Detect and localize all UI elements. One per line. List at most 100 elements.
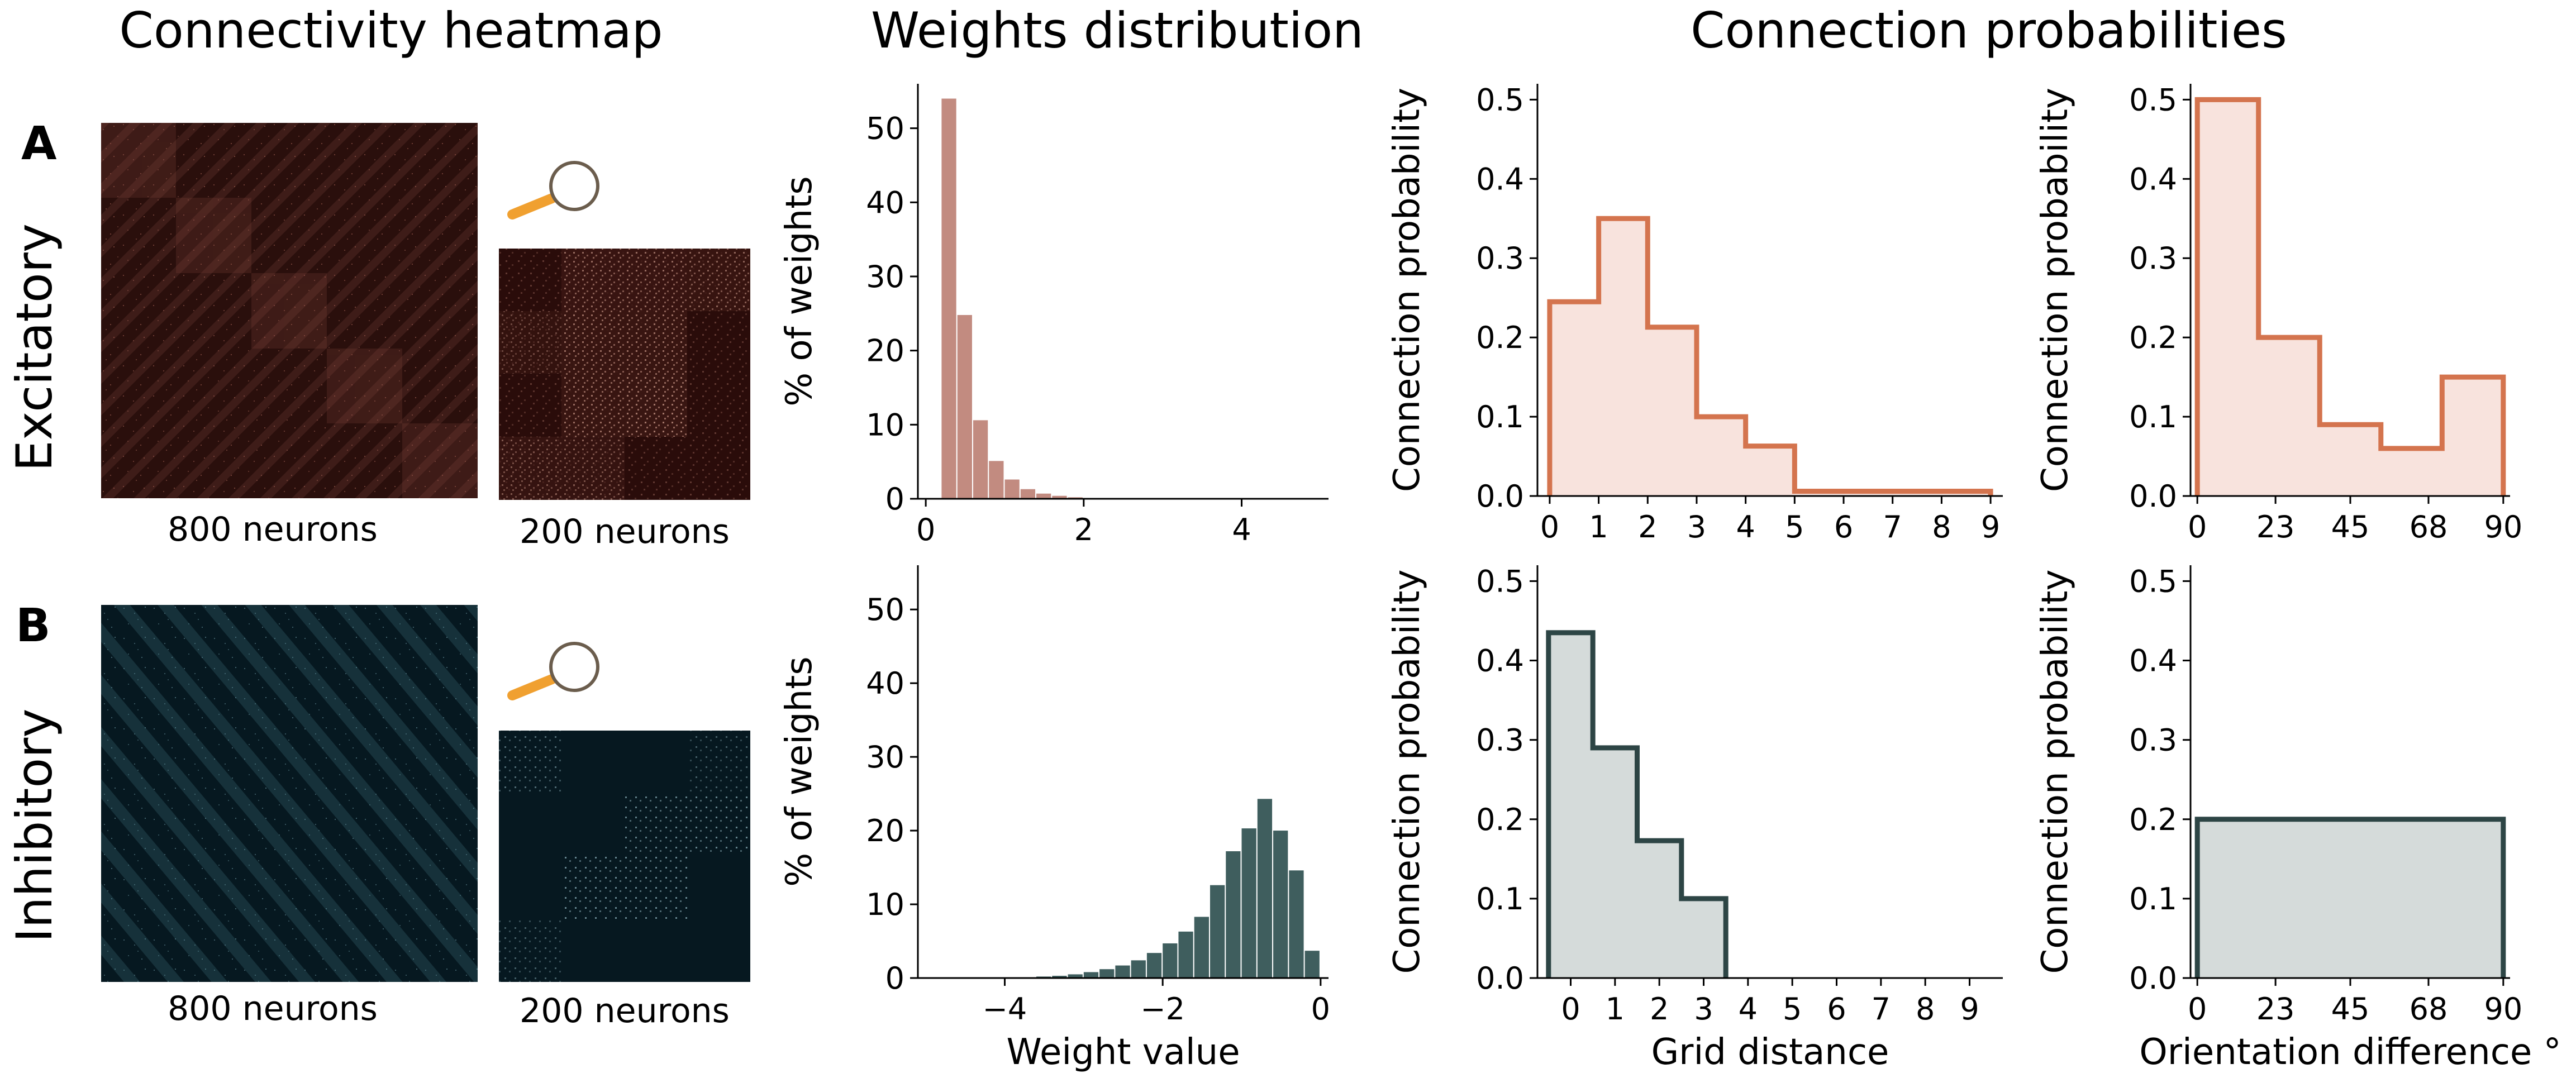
y-tick-label: 0.4 <box>1476 643 1524 679</box>
x-tick-label: 8 <box>1916 991 1935 1027</box>
bar <box>1068 974 1083 978</box>
x-tick-label: 0 <box>2188 991 2207 1027</box>
chart-excitatory-grid-distance: 0.0 0.1 0.2 0.3 0.4 0.5 0 1 2 3 4 5 6 7 8 9 Connection p… <box>1387 82 2003 545</box>
x-axis-label: Grid distance <box>1651 1032 1889 1073</box>
y-tick-label: 0.5 <box>2129 564 2177 599</box>
x-tick-label: 3 <box>1687 509 1706 545</box>
magnifier-icon <box>507 161 599 220</box>
bar <box>1194 917 1209 978</box>
heatmap-excitatory-zoom <box>499 249 750 500</box>
y-tick-label: 0.5 <box>1476 82 1524 117</box>
y-axis-label: % of weights <box>779 656 820 886</box>
y-tick-label: 0.2 <box>1476 802 1524 837</box>
chart-inhibitory-grid-distance: 0.0 0.1 0.2 0.3 0.4 0.5 0 1 2 3 4 5 6 7 8 9 Connection p… <box>1387 564 2003 1073</box>
panel-letter-b: B <box>16 599 51 652</box>
x-tick-label: 68 <box>2410 991 2448 1027</box>
y-tick-label: 10 <box>866 407 904 442</box>
x-tick-label: −4 <box>983 991 1027 1027</box>
x-tick-label: 4 <box>1736 509 1755 545</box>
heatmap-inhibitory-zoom <box>499 731 750 982</box>
y-tick-label: 0.2 <box>2129 802 2177 837</box>
x-tick-label: 45 <box>2331 509 2370 545</box>
bar <box>1304 951 1320 978</box>
y-tick-label: 0.5 <box>2129 82 2177 117</box>
y-tick-label: 40 <box>866 666 904 701</box>
y-axis-label: % of weights <box>779 176 820 406</box>
x-tick-label: 7 <box>1872 991 1891 1027</box>
row-label-inhibitory: Inhibitory <box>6 709 63 943</box>
bar <box>957 314 972 499</box>
bar <box>1131 960 1146 978</box>
bar <box>1257 799 1273 978</box>
x-tick-label: 4 <box>1232 512 1251 547</box>
y-tick-label: 40 <box>866 185 904 220</box>
bar <box>973 420 988 499</box>
y-tick-label: 0.1 <box>2129 881 2177 917</box>
caption-excitatory-full: 800 neurons <box>168 510 378 549</box>
y-tick-label: 0.0 <box>1476 479 1524 514</box>
y-tick-label: 0.0 <box>2129 961 2177 996</box>
y-tick-label: 50 <box>866 592 904 627</box>
caption-inhibitory-full: 800 neurons <box>168 989 378 1028</box>
x-tick-label: 4 <box>1739 991 1758 1027</box>
caption-inhibitory-zoom: 200 neurons <box>520 991 730 1031</box>
x-axis-label: Weight value <box>1006 1032 1240 1073</box>
x-tick-label: 0 <box>1540 509 1559 545</box>
y-tick-label: 0.3 <box>2129 241 2177 276</box>
y-axis-label: Connection probability <box>2035 570 2076 974</box>
y-tick-label: 0 <box>885 961 904 996</box>
x-tick-label: 7 <box>1883 509 1902 545</box>
x-tick-label: 0 <box>916 512 935 547</box>
x-tick-label: 23 <box>2256 991 2295 1027</box>
x-tick-label: 2 <box>1638 509 1657 545</box>
y-tick-label: 0.1 <box>2129 399 2177 435</box>
y-tick-label: 0.2 <box>1476 320 1524 355</box>
y-tick-label: 0.4 <box>2129 643 2177 679</box>
bar <box>989 461 1004 499</box>
y-tick-label: 0.1 <box>1476 399 1524 435</box>
bar <box>1020 489 1036 499</box>
x-tick-label: 1 <box>1606 991 1625 1027</box>
step-line <box>1547 216 1993 496</box>
x-tick-label: 1 <box>1589 509 1608 545</box>
y-tick-label: 0 <box>885 481 904 517</box>
x-tick-label: 23 <box>2256 509 2295 545</box>
x-tick-label: 90 <box>2484 991 2522 1027</box>
x-tick-label: 9 <box>1981 509 2000 545</box>
y-tick-label: 0.5 <box>1476 564 1524 599</box>
chart-inhibitory-weights: 0 10 20 30 40 50 −4 −2 0 % of weights Weight value <box>779 565 1330 1073</box>
x-tick-label: 68 <box>2410 509 2448 545</box>
bar <box>1052 495 1067 499</box>
step-line <box>2194 97 2506 496</box>
chart-excitatory-orientation: 0.0 0.1 0.2 0.3 0.4 0.5 0 23 45 68 90 Connection pr… <box>2035 82 2522 545</box>
y-axis-label: Connection probability <box>1387 570 1428 974</box>
x-axis-label: Orientation difference ° <box>2139 1032 2561 1073</box>
bar <box>1226 851 1241 978</box>
x-tick-label: 9 <box>1960 991 1979 1027</box>
x-tick-label: 0 <box>1311 991 1330 1027</box>
bar <box>1178 931 1193 978</box>
chart-inhibitory-orientation: 0.0 0.1 0.2 0.3 0.4 0.5 0 23 45 68 90 Connection pr… <box>2035 564 2561 1073</box>
caption-excitatory-zoom: 200 neurons <box>520 512 730 551</box>
y-axis-label: Connection probability <box>1387 88 1428 492</box>
y-tick-label: 0.0 <box>2129 479 2177 514</box>
step-area <box>1549 218 1991 496</box>
y-tick-label: 0.4 <box>1476 161 1524 197</box>
bar <box>1241 828 1256 978</box>
column-title-probabilities: Connection probabilities <box>1691 2 2287 59</box>
y-tick-label: 30 <box>866 259 904 294</box>
panel-letter-a: A <box>21 117 57 170</box>
bar <box>1273 831 1288 978</box>
y-tick-label: 0.3 <box>1476 241 1524 276</box>
bar <box>1163 943 1178 978</box>
bar <box>1083 972 1099 978</box>
bar <box>1036 493 1051 499</box>
column-title-heatmap: Connectivity heatmap <box>119 2 663 59</box>
column-title-weights: Weights distribution <box>871 2 1364 59</box>
x-tick-label: 2 <box>1074 512 1093 547</box>
bar <box>1099 969 1115 978</box>
y-tick-label: 0.3 <box>1476 723 1524 758</box>
step-line <box>1546 630 1729 978</box>
x-tick-label: 2 <box>1650 991 1669 1027</box>
